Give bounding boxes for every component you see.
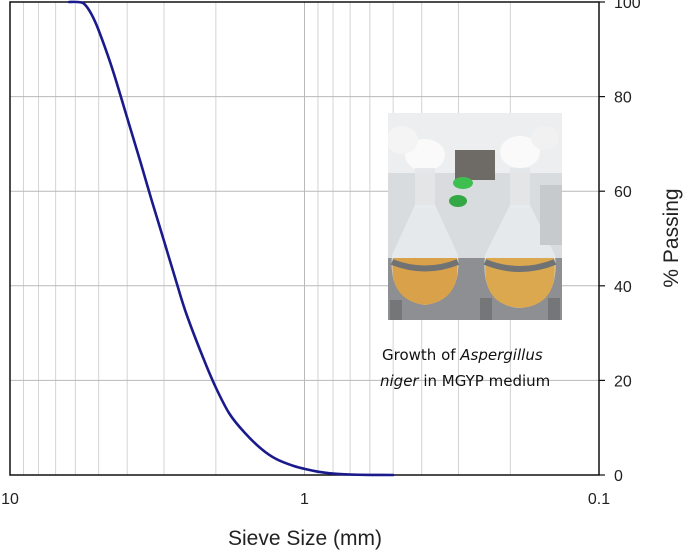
x-tick-label: 0.1 xyxy=(588,491,610,508)
x-tick-label: 10 xyxy=(1,491,19,508)
species-name: niger xyxy=(380,372,419,390)
x-tick-labels: 10 1 0.1 xyxy=(1,491,610,508)
caption-text: Growth of xyxy=(382,346,460,364)
y-tick-labels: 0 20 40 60 80 100 xyxy=(599,0,641,485)
data-marks xyxy=(68,1,395,476)
y-tick-label: 80 xyxy=(614,90,632,107)
caption-line: niger in MGYP medium xyxy=(380,372,550,390)
y-tick-label: 100 xyxy=(614,0,641,12)
plot-frame xyxy=(9,1,600,476)
flask-photo xyxy=(388,113,562,320)
y-tick-label: 20 xyxy=(614,373,632,390)
y-axis-title: % Passing xyxy=(660,188,683,287)
x-tick-label: 1 xyxy=(300,491,309,508)
y-tick-label: 40 xyxy=(614,279,632,296)
grid xyxy=(10,2,599,475)
species-name: Aspergillus xyxy=(459,346,543,364)
series-line xyxy=(67,0,395,477)
inset-caption: Growth of Aspergillus niger in MGYP mediu… xyxy=(380,346,550,390)
y-tick-label: 0 xyxy=(614,468,623,485)
y-tick-label: 60 xyxy=(614,184,632,201)
caption-text: in MGYP medium xyxy=(419,372,551,390)
x-axis-title: Sieve Size (mm) xyxy=(228,527,382,550)
caption-line: Growth of Aspergillus xyxy=(382,346,543,364)
